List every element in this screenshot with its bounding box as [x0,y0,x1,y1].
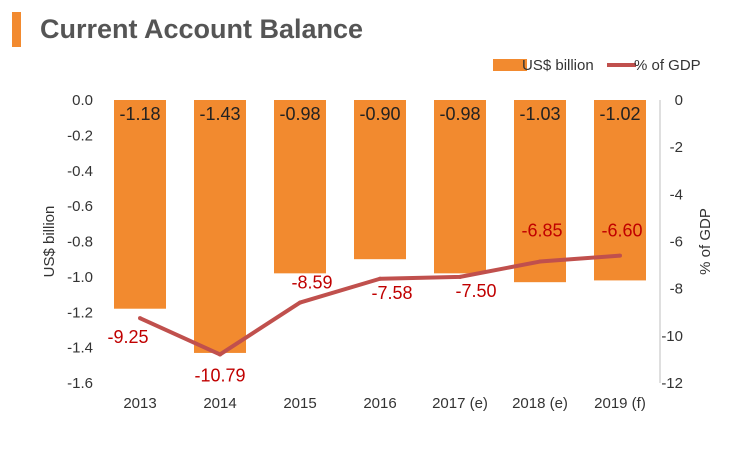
bar [594,100,646,281]
line-data-label: -8.59 [291,273,332,293]
bar [114,100,166,309]
x-tick-label: 2013 [123,395,156,412]
line-point [298,300,302,305]
bar [434,100,486,274]
y2-tick-label: -10 [661,328,683,345]
bar-data-label: -0.90 [359,104,400,124]
x-tick-label: 2018 (e) [512,395,568,412]
y-tick-label: -1.6 [67,375,93,392]
bar-data-label: -1.02 [599,104,640,124]
legend: US$ billion % of GDP [493,57,701,74]
line-point [138,316,142,321]
y2-tick-label: -12 [661,375,683,392]
title-accent-bar [12,12,21,47]
line-point [458,274,462,279]
bar-data-label: -0.98 [279,104,320,124]
line-data-label: -7.50 [455,281,496,301]
y-tick-label: -0.8 [67,234,93,251]
line-data-label: -6.85 [521,221,562,241]
y-tick-label: 0.0 [72,92,93,109]
bar [514,100,566,283]
line-point [538,259,542,264]
line-point [378,276,382,281]
y2-tick-label: -2 [670,139,683,156]
y-tick-label: -0.6 [67,198,93,215]
y-tick-label: -0.2 [67,127,93,144]
x-tick-label: 2017 (e) [432,395,488,412]
line-point [618,253,622,258]
y-axis-title: US$ billion [41,206,58,278]
bar-series: -1.18 -1.43 -0.98 -0.90 -0.98 -1.03 -1.02 [114,100,646,353]
x-tick-label: 2015 [283,395,316,412]
bar [274,100,326,274]
legend-bar-swatch [493,59,527,71]
y2-axis-title: % of GDP [697,208,714,275]
x-tick-label: 2016 [363,395,396,412]
line-data-label: -6.60 [601,221,642,241]
y-tick-label: -1.4 [67,340,93,357]
y-tick-label: -1.2 [67,304,93,321]
bar-data-label: -0.98 [439,104,480,124]
bar-data-label: -1.03 [519,104,560,124]
y-tick-label: -1.0 [67,269,93,286]
line-series: -9.25 -10.79 -8.59 -7.58 -7.50 -6.85 -6.60 [107,221,642,386]
x-tick-label: 2019 (f) [594,395,646,412]
axes: 0.0 -0.2 -0.4 -0.6 -0.8 -1.0 -1.2 -1.4 -1.6 0 -2 -4… [41,92,714,412]
y-tick-label: -0.4 [67,163,93,180]
bar [194,100,246,353]
chart-title: Current Account Balance [40,14,364,44]
x-tick-label: 2014 [203,395,236,412]
y2-tick-label: -8 [670,281,683,298]
line-data-label: -10.79 [194,365,245,385]
bar-data-label: -1.18 [119,104,160,124]
legend-line-label: % of GDP [634,57,701,74]
line-point [218,352,222,357]
y2-tick-label: -4 [670,186,683,203]
bar-data-label: -1.43 [199,104,240,124]
line-data-label: -7.58 [371,283,412,303]
y2-tick-label: 0 [675,92,683,109]
bar [354,100,406,260]
y2-tick-label: -6 [670,234,683,251]
legend-bar-label: US$ billion [522,57,594,74]
line-data-label: -9.25 [107,327,148,347]
